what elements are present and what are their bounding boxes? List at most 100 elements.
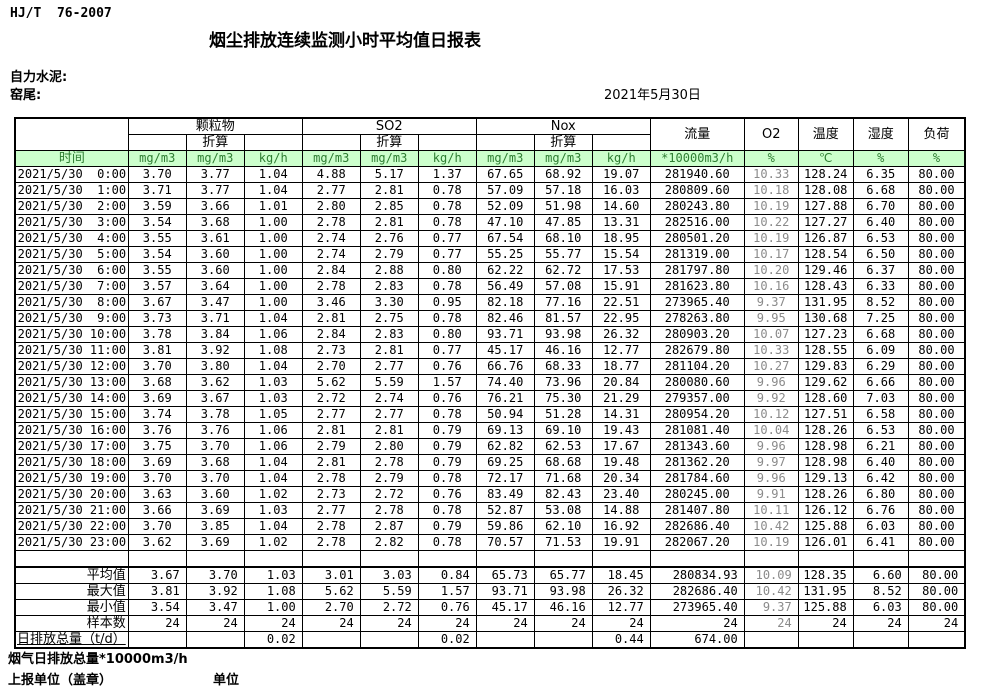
value-cell: 281623.80 — [649, 278, 745, 295]
value-cell: 70.57 — [475, 534, 535, 551]
value-cell: 10.07 — [743, 326, 799, 343]
value-cell: 127.88 — [797, 198, 854, 215]
value-cell: 3.60 — [185, 246, 245, 263]
value-cell: 125.88 — [797, 518, 854, 535]
value-cell: 5.59 — [359, 374, 419, 391]
value-cell: 6.40 — [852, 454, 909, 471]
summary-value-cell: 24 — [649, 615, 745, 632]
value-cell: 3.76 — [127, 422, 187, 439]
value-cell: 3.80 — [185, 358, 245, 375]
value-cell: 72.17 — [475, 470, 535, 487]
value-cell: 0.79 — [417, 422, 477, 439]
summary-value-cell: 24 — [243, 615, 303, 632]
value-cell: 71.53 — [533, 534, 593, 551]
value-cell: 2.74 — [301, 246, 361, 263]
value-cell: 80.00 — [907, 374, 966, 391]
summary-value-cell: 1.00 — [243, 599, 303, 616]
value-cell: 3.70 — [185, 470, 245, 487]
value-cell: 55.77 — [533, 246, 593, 263]
summary-value-cell: 0.76 — [417, 599, 477, 616]
value-cell: 280809.60 — [649, 182, 745, 199]
value-cell: 80.00 — [907, 198, 966, 215]
value-cell: 5.17 — [359, 166, 419, 183]
value-cell: 2.73 — [301, 486, 361, 503]
time-cell: 2021/5/30 4:00 — [14, 230, 129, 247]
sub-header-blank — [301, 134, 361, 151]
value-cell: 0.79 — [417, 438, 477, 455]
value-cell: 281081.40 — [649, 422, 745, 439]
summary-value-cell — [127, 631, 187, 649]
unit-cell: kg/h — [417, 150, 477, 167]
value-cell: 2.79 — [301, 438, 361, 455]
value-cell: 62.82 — [475, 438, 535, 455]
table-row: 2021/5/30 1:00 3.71 3.77 1.04 2.77 2.81 0.78 57… — [14, 182, 966, 199]
table-row: 2021/5/30 13:00 3.68 3.62 1.03 5.62 5.59 1.57 7… — [14, 374, 966, 391]
summary-value-cell: 0.44 — [591, 631, 651, 649]
table-row: 2021/5/30 10:00 3.78 3.84 1.06 2.84 2.83 0.80 9… — [14, 326, 966, 343]
value-cell: 3.30 — [359, 294, 419, 311]
value-cell: 80.00 — [907, 358, 966, 375]
value-cell: 1.06 — [243, 422, 303, 439]
value-cell: 128.55 — [797, 342, 854, 359]
time-cell: 2021/5/30 23:00 — [14, 534, 129, 551]
value-cell: 80.00 — [907, 534, 966, 551]
value-cell: 17.53 — [591, 262, 651, 279]
sub-header-converted-so2: 折算 — [359, 134, 419, 151]
table-row: 2021/5/30 0:00 3.70 3.77 1.04 4.88 5.17 1.37 67… — [14, 166, 966, 183]
value-cell: 20.84 — [591, 374, 651, 391]
value-cell: 80.00 — [907, 406, 966, 423]
value-cell: 281797.80 — [649, 262, 745, 279]
table-row: 2021/5/30 21:00 3.66 3.69 1.03 2.77 2.78 0.78 5… — [14, 502, 966, 519]
summary-value-cell: 9.37 — [743, 599, 799, 616]
value-cell: 0.77 — [417, 246, 477, 263]
value-cell: 3.66 — [185, 198, 245, 215]
value-cell: 1.06 — [243, 438, 303, 455]
summary-value-cell — [852, 631, 909, 649]
unit-cell: mg/m3 — [475, 150, 535, 167]
value-cell: 3.85 — [185, 518, 245, 535]
value-cell: 47.10 — [475, 214, 535, 231]
value-cell: 2.78 — [301, 214, 361, 231]
summary-value-cell: 1.57 — [417, 583, 477, 600]
value-cell: 19.48 — [591, 454, 651, 471]
value-cell: 6.68 — [852, 182, 909, 199]
value-cell: 6.70 — [852, 198, 909, 215]
value-cell: 1.04 — [243, 166, 303, 183]
time-header: 时间 — [14, 150, 129, 167]
time-cell: 2021/5/30 17:00 — [14, 438, 129, 455]
value-cell: 128.54 — [797, 246, 854, 263]
summary-value-cell: 65.77 — [533, 566, 593, 584]
value-cell: 0.76 — [417, 390, 477, 407]
table-row: 2021/5/30 19:00 3.70 3.70 1.04 2.78 2.79 0.78 7… — [14, 470, 966, 487]
value-cell: 6.37 — [852, 262, 909, 279]
page-title: 烟尘排放连续监测小时平均值日报表 — [209, 31, 481, 51]
value-cell: 0.79 — [417, 454, 477, 471]
value-cell: 9.96 — [743, 374, 799, 391]
summary-value-cell: 3.67 — [127, 566, 187, 584]
summary-value-cell: 24 — [591, 615, 651, 632]
summary-value-cell: 8.52 — [852, 583, 909, 600]
value-cell: 3.74 — [127, 406, 187, 423]
unit-cell: mg/m3 — [127, 150, 187, 167]
value-cell: 80.00 — [907, 230, 966, 247]
value-cell: 0.76 — [417, 486, 477, 503]
value-cell: 69.10 — [533, 422, 593, 439]
summary-value-cell: 10.42 — [743, 583, 799, 600]
value-cell: 2.77 — [359, 358, 419, 375]
summary-value-cell: 1.03 — [243, 566, 303, 584]
value-cell: 19.07 — [591, 166, 651, 183]
value-cell: 9.96 — [743, 470, 799, 487]
value-cell: 1.04 — [243, 454, 303, 471]
table-row: 2021/5/30 5:00 3.54 3.60 1.00 2.74 2.79 0.77 55… — [14, 246, 966, 263]
value-cell: 2.77 — [301, 182, 361, 199]
value-cell: 10.20 — [743, 262, 799, 279]
summary-value-cell: 0.84 — [417, 566, 477, 584]
value-cell: 3.70 — [127, 358, 187, 375]
value-cell: 14.88 — [591, 502, 651, 519]
table-row: 2021/5/30 3:00 3.54 3.68 1.00 2.78 2.81 0.78 47… — [14, 214, 966, 231]
value-cell: 3.70 — [185, 438, 245, 455]
value-cell: 62.22 — [475, 262, 535, 279]
summary-value-cell: 131.95 — [797, 583, 854, 600]
value-cell: 22.51 — [591, 294, 651, 311]
summary-value-cell: 45.17 — [475, 599, 535, 616]
